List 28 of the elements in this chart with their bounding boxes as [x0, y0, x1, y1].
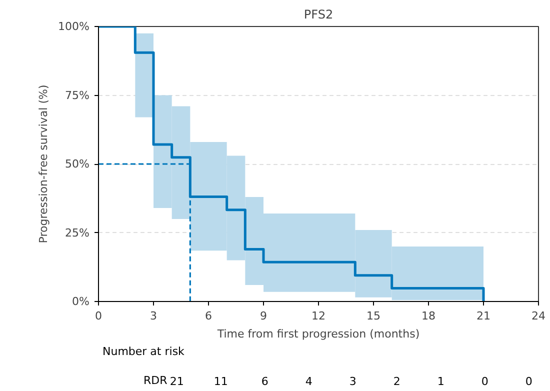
- y-tick-label: 75%: [65, 88, 90, 102]
- x-tick-label: 6: [205, 310, 212, 322]
- x-tick-label: 0: [95, 310, 102, 322]
- x-tick-label: 12: [312, 310, 326, 322]
- y-tick-label: 25%: [65, 226, 90, 240]
- x-tick-label: 3: [150, 310, 157, 322]
- text: Number at risk: [102, 345, 186, 358]
- x-tick-label: 18: [422, 310, 436, 322]
- chart-title: PFS2: [304, 8, 334, 22]
- y-tick-label: 50%: [65, 158, 90, 170]
- text: 4: [305, 375, 312, 388]
- text: 0: [481, 375, 488, 388]
- text: 3: [349, 375, 356, 388]
- text: 2: [393, 375, 400, 388]
- text: 0: [525, 375, 532, 388]
- text: 1: [437, 375, 444, 388]
- x-tick-label: 15: [366, 310, 380, 322]
- x-tick-label: 9: [260, 310, 267, 322]
- x-tick-label: 24: [532, 310, 546, 322]
- x-tick-label: 21: [476, 310, 490, 322]
- x-axis-title: Time from first progression (months): [216, 328, 420, 340]
- text: RDR: [144, 374, 168, 387]
- text: 6: [261, 375, 268, 388]
- y-tick-label: 100%: [58, 20, 90, 33]
- text: 21: [170, 375, 184, 388]
- text: 11: [214, 375, 228, 388]
- y-axis-title: Progression-free survival (%): [37, 84, 50, 244]
- y-tick-label: 0%: [72, 295, 90, 308]
